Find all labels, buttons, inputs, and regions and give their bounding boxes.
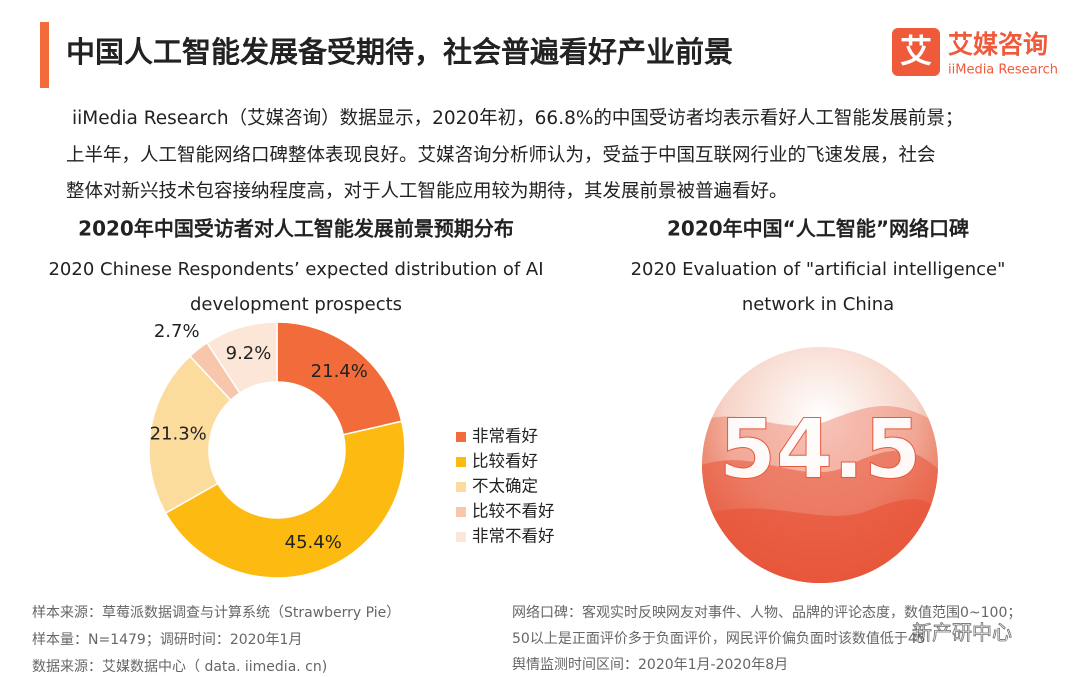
footnote: 50以上是正面评价多于负面评价，网民评价偏负面时该数值低于45 <box>512 630 926 647</box>
chart-subtitle: 2020 Evaluation of "artificial intellige… <box>631 259 1006 280</box>
footnote: 数据来源：艾媒数据中心（ data. iimedia. cn) <box>32 659 327 675</box>
data-label: 9.2% <box>226 343 272 364</box>
chart-subtitle: development prospects <box>190 294 402 315</box>
data-label: 45.4% <box>285 532 342 553</box>
legend-label: 不太确定 <box>472 477 538 496</box>
description-line: iiMedia Research（艾媒咨询）数据显示，2020年初，66.8%的… <box>72 108 963 129</box>
legend-label: 比较不看好 <box>472 502 555 521</box>
chart-subtitle: 2020 Chinese Respondents’ expected distr… <box>48 259 543 280</box>
footnote: 样本量：N=1479；调研时间：2020年1月 <box>32 632 302 648</box>
legend-label: 非常看好 <box>472 427 538 446</box>
chart-title: 2020年中国受访者对人工智能发展前景预期分布 <box>78 217 514 241</box>
legend-swatch <box>456 432 466 442</box>
data-label: 2.7% <box>154 321 200 342</box>
score-value: 54.5 <box>719 402 921 497</box>
legend-label: 比较看好 <box>472 452 538 471</box>
donut-segment <box>276 321 403 436</box>
legend-swatch <box>456 507 466 517</box>
donut-segment <box>206 321 278 395</box>
description-line: 整体对新兴技术包容接纳程度高，对于人工智能应用较为期待，其发展前景被普遍看好。 <box>66 181 788 202</box>
footnote: 样本来源：草莓派数据调查与计算系统（Strawberry Pie） <box>32 605 400 621</box>
title-accent <box>40 22 49 88</box>
legend-label: 非常不看好 <box>472 527 555 546</box>
footnote: 舆情监测时间区间：2020年1月-2020年8月 <box>512 657 788 673</box>
legend-swatch <box>456 457 466 467</box>
legend-swatch <box>456 482 466 492</box>
chart-title: 2020年中国“人工智能”网络口碑 <box>667 217 969 241</box>
donut-segment <box>148 355 232 515</box>
footnote: 网络口碑：客观实时反映网友对事件、人物、品牌的评论态度，数值范围0~100； <box>512 604 1021 621</box>
logo-text: 艾媒咨询 <box>948 30 1048 59</box>
donut-segment <box>164 420 406 579</box>
page-title: 中国人工智能发展备受期待，社会普遍看好产业前景 <box>66 35 733 69</box>
logo-icon-text: 艾 <box>900 32 932 70</box>
logo-sub: iiMedia Research <box>948 63 1058 78</box>
description-line: 上半年，人工智能网络口碑整体表现良好。艾媒咨询分析师认为，受益于中国互联网行业的… <box>66 145 936 166</box>
legend-swatch <box>456 532 466 542</box>
logo-icon <box>892 28 940 76</box>
data-label: 21.3% <box>150 424 207 445</box>
watermark: 新产研中心 <box>912 621 1012 645</box>
chart-subtitle: network in China <box>742 294 894 315</box>
score-waves <box>702 406 938 583</box>
data-label: 21.4% <box>311 361 368 382</box>
